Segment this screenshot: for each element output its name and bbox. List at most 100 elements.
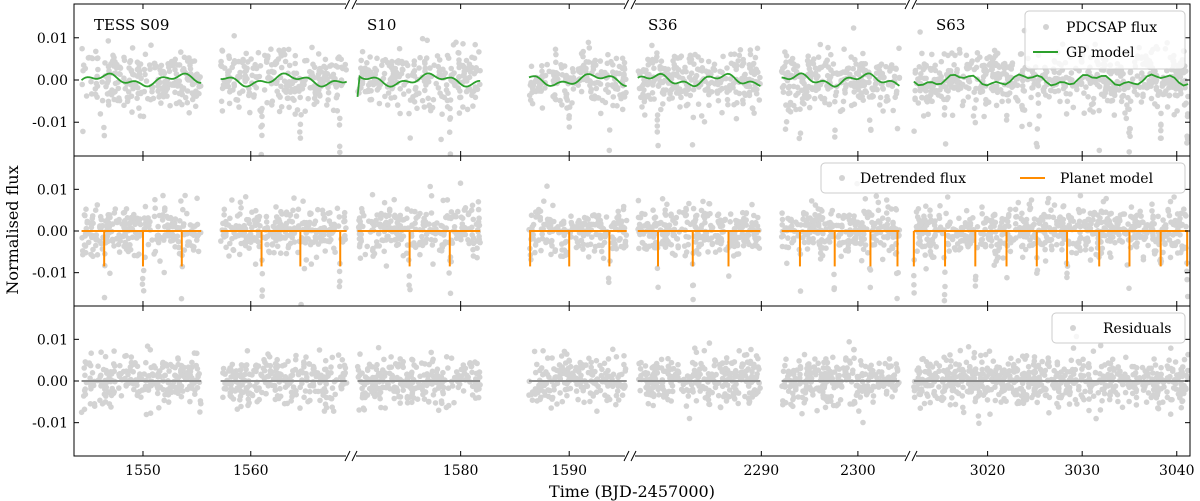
data-point <box>1046 214 1053 220</box>
data-point <box>749 105 756 111</box>
data-point <box>639 104 645 110</box>
data-point <box>658 106 664 113</box>
data-point <box>101 132 108 139</box>
data-point <box>308 261 315 267</box>
data-point <box>1164 104 1171 110</box>
data-point <box>1077 247 1084 254</box>
data-point <box>919 243 926 250</box>
data-point <box>641 223 647 229</box>
data-point <box>265 351 271 357</box>
data-point <box>675 243 681 249</box>
data-point <box>1095 220 1101 227</box>
data-point <box>259 105 265 112</box>
y-tick-label: 0.01 <box>37 31 68 47</box>
data-point <box>592 243 599 250</box>
data-point <box>313 254 320 261</box>
data-point <box>249 372 255 378</box>
data-point <box>461 68 468 75</box>
data-point <box>602 231 608 237</box>
data-point <box>699 222 705 229</box>
data-point <box>787 99 794 106</box>
data-point <box>89 213 96 219</box>
data-point <box>666 222 673 228</box>
data-point <box>423 231 430 237</box>
data-point <box>307 388 313 395</box>
data-point <box>417 54 423 61</box>
data-point <box>245 217 252 223</box>
data-point <box>1111 90 1117 97</box>
data-point <box>617 92 623 98</box>
data-point <box>294 107 301 113</box>
data-point <box>979 241 985 248</box>
data-point <box>853 61 859 67</box>
data-point <box>278 53 285 59</box>
gp-model-line <box>80 72 202 88</box>
data-point <box>222 371 228 377</box>
data-point <box>290 368 296 374</box>
data-point <box>717 68 723 75</box>
data-point <box>727 211 734 217</box>
data-point <box>382 93 388 100</box>
data-point <box>470 216 477 223</box>
data-point <box>1005 98 1012 104</box>
data-point <box>82 386 88 392</box>
data-point <box>172 66 178 73</box>
data-point <box>184 242 191 248</box>
data-point <box>1126 285 1132 292</box>
data-point <box>433 80 440 87</box>
data-point <box>161 269 167 276</box>
data-point <box>1022 224 1028 230</box>
data-point <box>860 50 866 57</box>
data-point <box>842 69 849 76</box>
y-tick-label: 0.00 <box>37 224 68 240</box>
data-point <box>147 410 154 417</box>
data-point <box>301 361 307 368</box>
data-point <box>105 389 112 395</box>
data-point <box>1019 67 1026 74</box>
data-point <box>747 47 754 53</box>
data-point <box>1183 223 1189 230</box>
data-point <box>659 89 666 96</box>
data-point <box>855 71 862 78</box>
data-point <box>424 37 431 44</box>
data-point <box>658 240 665 247</box>
data-point <box>116 249 123 255</box>
data-point <box>1123 115 1130 122</box>
data-point <box>1045 195 1052 202</box>
data-point <box>326 238 333 245</box>
data-point <box>1129 223 1136 230</box>
data-point <box>1015 98 1021 104</box>
data-point <box>667 90 673 97</box>
data-point <box>587 241 594 248</box>
data-point <box>243 50 249 57</box>
data-point <box>857 241 864 247</box>
data-point <box>542 85 548 91</box>
data-point <box>264 241 270 248</box>
data-point <box>736 52 743 59</box>
data-point <box>395 219 401 225</box>
data-point <box>93 80 100 87</box>
data-point <box>832 92 839 99</box>
data-point <box>134 59 141 65</box>
data-point <box>1161 91 1167 97</box>
data-point <box>419 35 426 42</box>
data-point <box>949 112 956 119</box>
data-point <box>537 208 544 214</box>
data-point <box>255 363 262 369</box>
data-point <box>637 214 644 221</box>
data-point <box>236 90 243 96</box>
data-point <box>453 39 459 46</box>
data-point <box>268 62 275 68</box>
data-point <box>83 93 90 99</box>
data-point <box>1013 214 1019 220</box>
data-point <box>877 219 883 226</box>
data-point <box>162 232 168 238</box>
data-point <box>399 66 406 73</box>
gp-model-line <box>356 72 481 97</box>
data-point <box>460 104 466 110</box>
data-point <box>654 129 661 135</box>
data-point <box>1004 218 1011 225</box>
data-point <box>682 212 689 219</box>
data-point <box>179 87 185 94</box>
data-point <box>708 235 715 241</box>
